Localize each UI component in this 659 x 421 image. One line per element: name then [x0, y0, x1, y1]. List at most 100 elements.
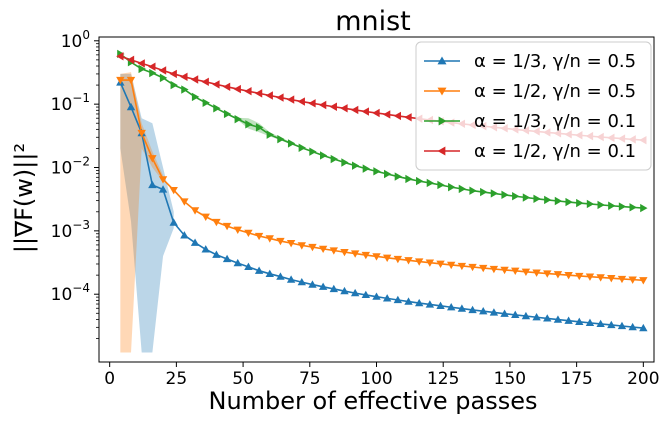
marker-series-4 — [233, 84, 241, 94]
y-tick-label: 10−4 — [51, 281, 90, 305]
marker-series-3 — [149, 68, 157, 78]
marker-series-2 — [457, 262, 467, 271]
marker-series-2 — [148, 155, 157, 163]
marker-series-3 — [287, 139, 296, 148]
marker-series-1 — [404, 297, 413, 305]
marker-series-3 — [480, 187, 488, 197]
marker-series-1 — [596, 319, 605, 328]
marker-series-1 — [265, 269, 274, 277]
marker-series-2 — [596, 274, 605, 282]
marker-series-2 — [585, 273, 595, 281]
legend-label-3: α = 1/3, γ/n = 0.1 — [474, 111, 636, 132]
marker-series-4 — [393, 111, 401, 121]
marker-series-1 — [511, 310, 520, 319]
marker-series-1 — [233, 258, 242, 267]
marker-series-1 — [126, 102, 136, 111]
marker-series-1 — [543, 314, 552, 322]
marker-series-2 — [436, 260, 445, 269]
marker-series-2 — [607, 275, 616, 283]
marker-series-2 — [169, 186, 178, 195]
marker-series-3 — [490, 189, 499, 198]
marker-series-4 — [329, 102, 337, 111]
marker-series-1 — [447, 303, 456, 311]
marker-series-4 — [116, 52, 124, 61]
marker-series-2 — [222, 222, 232, 231]
marker-series-1 — [340, 286, 349, 295]
marker-series-4 — [190, 75, 199, 84]
marker-series-3 — [181, 85, 189, 94]
x-tick-label: 100 — [360, 369, 392, 389]
marker-series-2 — [308, 243, 317, 252]
confidence-bands — [120, 72, 292, 353]
marker-series-2 — [350, 250, 360, 258]
marker-series-2 — [468, 263, 477, 272]
marker-series-3 — [352, 161, 360, 170]
marker-series-3 — [202, 98, 210, 108]
marker-series-2 — [489, 265, 499, 274]
marker-series-1 — [308, 280, 317, 288]
marker-series-1 — [393, 295, 403, 304]
marker-series-2 — [543, 270, 552, 278]
y-tick-label: 100 — [61, 28, 90, 52]
marker-series-2 — [361, 251, 371, 260]
marker-series-4 — [180, 72, 188, 82]
marker-series-2 — [479, 264, 488, 273]
marker-series-1 — [158, 185, 168, 193]
marker-series-2 — [297, 242, 306, 250]
marker-series-2 — [158, 176, 168, 184]
y-tick-label: 10−2 — [51, 155, 90, 179]
marker-series-3 — [159, 73, 168, 83]
marker-series-4 — [158, 66, 167, 75]
marker-series-2 — [532, 269, 541, 277]
marker-series-3 — [469, 186, 477, 195]
marker-series-2 — [265, 235, 274, 243]
marker-series-2 — [340, 248, 349, 257]
band-series-2 — [120, 72, 164, 353]
marker-series-1 — [372, 292, 381, 300]
marker-series-1 — [180, 231, 189, 239]
marker-series-2 — [393, 255, 403, 264]
marker-series-2 — [521, 268, 531, 276]
legend: α = 1/3, γ/n = 0.5 α = 1/2, γ/n = 0.5 α = … — [415, 41, 652, 171]
marker-series-3 — [416, 176, 424, 186]
marker-series-2 — [190, 207, 200, 215]
marker-series-2 — [639, 277, 648, 285]
marker-series-4 — [318, 100, 327, 110]
marker-series-1 — [564, 316, 573, 324]
legend-box — [415, 41, 652, 171]
marker-series-4 — [254, 89, 263, 98]
y-axis-label: ||∇F(w)||² — [10, 143, 38, 253]
marker-series-3 — [373, 167, 381, 176]
marker-series-2 — [500, 266, 509, 275]
x-tick-label: 50 — [232, 369, 254, 389]
marker-series-4 — [222, 82, 231, 91]
chart-title: mnist — [335, 6, 411, 37]
marker-series-3 — [512, 192, 520, 201]
marker-series-4 — [137, 59, 145, 68]
legend-label-2: α = 1/2, γ/n = 0.5 — [474, 81, 636, 102]
marker-series-3 — [191, 92, 200, 102]
marker-series-1 — [148, 180, 157, 189]
marker-series-1 — [575, 317, 584, 325]
marker-series-3 — [565, 197, 573, 207]
marker-series-4 — [297, 97, 305, 106]
marker-series-1 — [286, 275, 296, 283]
marker-series-3 — [138, 64, 146, 74]
marker-series-1 — [254, 266, 264, 274]
marker-series-4 — [148, 62, 156, 71]
marker-series-2 — [425, 259, 435, 267]
marker-series-1 — [190, 238, 200, 246]
marker-series-4 — [265, 91, 273, 100]
marker-series-1 — [169, 218, 178, 226]
marker-series-3 — [330, 154, 339, 164]
marker-series-1 — [244, 262, 253, 271]
marker-series-2 — [382, 254, 392, 262]
marker-series-2 — [564, 271, 573, 280]
marker-series-2 — [201, 213, 210, 221]
legend-marker-3 — [438, 116, 447, 126]
marker-series-2 — [628, 276, 637, 284]
marker-series-1 — [500, 309, 509, 317]
x-tick-label: 200 — [627, 369, 659, 389]
marker-series-2 — [254, 232, 264, 241]
